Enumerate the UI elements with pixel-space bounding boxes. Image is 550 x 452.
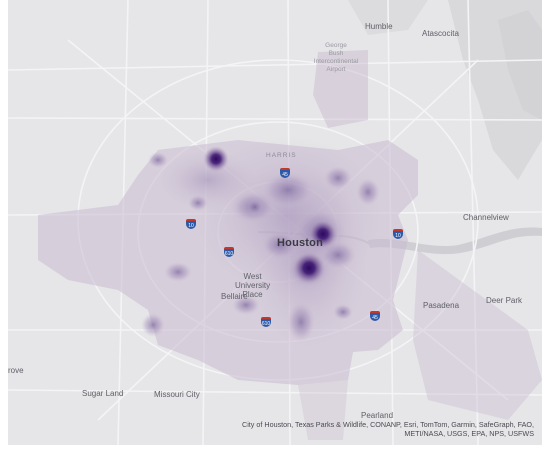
houston-ship-channel	[368, 227, 542, 255]
place-label-pasadena: Pasadena	[423, 301, 460, 310]
city-boundary-region	[298, 380, 348, 440]
place-label-west-university-place: West University Place	[235, 272, 271, 299]
place-label-missouri-city: Missouri City	[154, 390, 200, 399]
place-label-rove: rove	[8, 366, 24, 375]
hotspot-northwest	[203, 146, 229, 172]
place-label-humble: Humble	[365, 22, 393, 31]
place-label-atascocita: Atascocita	[422, 29, 459, 38]
interstate-10-shield: 10	[393, 229, 403, 239]
hotspot-galleria	[247, 199, 263, 215]
place-label-channelview: Channelview	[463, 213, 509, 222]
interstate-610-shield: 610	[261, 317, 271, 327]
place-label-houston: Houston	[277, 237, 324, 249]
hotspot-museum-district	[293, 252, 325, 284]
interstate-45-shield: 45	[280, 168, 290, 178]
place-label-airport: George Bush Intercontinental Airport	[313, 42, 359, 73]
interstate-610-shield: 610	[224, 247, 234, 257]
city-boundary-region	[313, 50, 368, 128]
place-label-harris-county: HARRIS	[266, 152, 297, 159]
place-label-pearland: Pearland	[361, 411, 394, 420]
place-label-deer-park: Deer Park	[486, 296, 523, 305]
basemap-canvas[interactable]: Humble Atascocita George Bush Interconti…	[8, 0, 542, 445]
interstate-10-shield: 10	[186, 219, 196, 229]
hotspot-downtown	[309, 220, 337, 248]
place-label-bellaire: Bellaire	[221, 292, 248, 301]
city-boundary-region	[413, 250, 542, 420]
place-label-sugar-land: Sugar Land	[82, 389, 124, 398]
interstate-45-shield: 45	[370, 311, 380, 321]
map-attribution[interactable]: City of Houston, Texas Parks & Wildlife,…	[242, 420, 534, 438]
map-graphic	[8, 0, 542, 445]
density-surface	[141, 135, 383, 350]
lake-houston	[498, 10, 542, 120]
